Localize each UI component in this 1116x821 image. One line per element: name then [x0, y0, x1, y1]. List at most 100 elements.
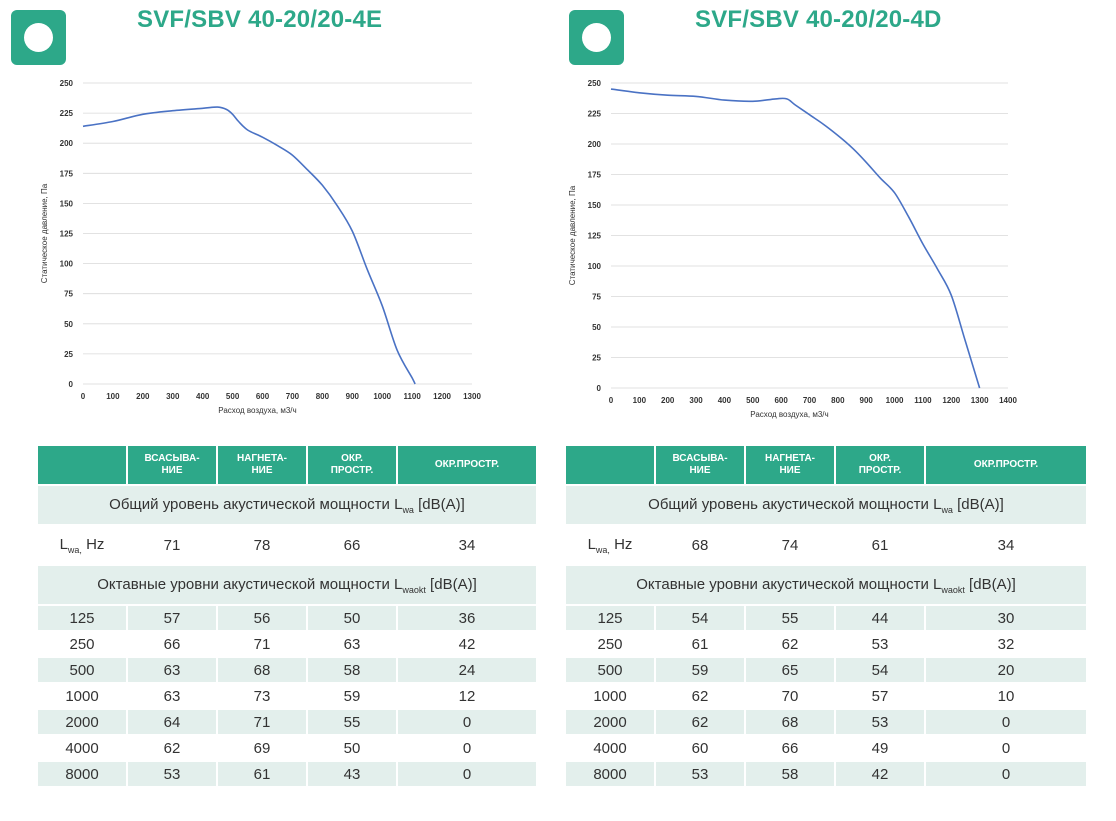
x-tick-label: 1200 — [433, 392, 451, 401]
table-row: 1000 63 73 59 12 — [38, 684, 536, 708]
y-axis-label: Статическое давление, Па — [40, 183, 49, 283]
section-title-total: Общий уровень акустической мощности Lwa … — [38, 486, 536, 524]
octave-value: 43 — [308, 762, 396, 786]
series-line — [610, 88, 981, 389]
column-header: ОКР.ПРОСТР. — [398, 446, 536, 484]
octave-value: 62 — [656, 684, 744, 708]
octave-value: 32 — [926, 632, 1086, 656]
x-tick-label: 100 — [106, 392, 120, 401]
panel-right: SVF/SBV 40-20/20-4D 0 25 50 75 100 125 150 175 2… — [558, 0, 1086, 821]
x-tick-label: 1000 — [886, 396, 904, 405]
x-tick-label: 100 — [633, 396, 647, 405]
chart-right: 0 25 50 75 100 125 150 175 200 225 250 0 100 200 300 40… — [568, 79, 1017, 419]
octave-value: 0 — [926, 762, 1086, 786]
x-tick-label: 200 — [136, 392, 150, 401]
octave-value: 58 — [308, 658, 396, 682]
octave-value: 56 — [218, 606, 306, 630]
x-tick-label: 900 — [860, 396, 874, 405]
x-tick-label: 700 — [286, 392, 300, 401]
octave-value: 62 — [656, 710, 744, 734]
octave-value: 30 — [926, 606, 1086, 630]
octave-value: 54 — [836, 658, 924, 682]
octave-frequency: 4000 — [566, 736, 654, 760]
octave-value: 53 — [128, 762, 216, 786]
x-axis-label: Расход воздуха, м3/ч — [218, 406, 296, 415]
octave-value: 0 — [398, 762, 536, 786]
x-tick-label: 500 — [746, 396, 760, 405]
octave-value: 66 — [746, 736, 834, 760]
octave-value: 63 — [128, 684, 216, 708]
table-row: 8000 53 61 43 0 — [38, 762, 536, 786]
octave-value: 61 — [218, 762, 306, 786]
octave-value: 66 — [128, 632, 216, 656]
x-tick-label: 600 — [774, 396, 788, 405]
x-tick-label: 400 — [718, 396, 732, 405]
octave-frequency: 250 — [38, 632, 126, 656]
y-tick-label: 0 — [69, 380, 74, 389]
octave-frequency: 125 — [566, 606, 654, 630]
total-value: 34 — [926, 526, 1086, 564]
y-tick-label: 250 — [588, 79, 602, 88]
octave-value: 64 — [128, 710, 216, 734]
table-row: 4000 62 69 50 0 — [38, 736, 536, 760]
octave-value: 0 — [926, 710, 1086, 734]
octave-value: 69 — [218, 736, 306, 760]
section-title-octave: Октавные уровни акустической мощности Lw… — [38, 566, 536, 604]
column-header — [38, 446, 126, 484]
y-tick-label: 150 — [60, 199, 74, 208]
octave-value: 71 — [218, 632, 306, 656]
y-tick-label: 200 — [60, 139, 74, 148]
x-tick-label: 800 — [316, 392, 330, 401]
x-axis-label: Расход воздуха, м3/ч — [750, 410, 828, 419]
octave-value: 61 — [656, 632, 744, 656]
acoustic-table-right: ВСАСЫВА- НИЕ НАГНЕТА- НИЕ ОКР. ПРОСТР. ОКР.ПРО… — [564, 444, 1088, 788]
octave-frequency: 125 — [38, 606, 126, 630]
brand-logo-icon — [11, 10, 66, 65]
octave-value: 50 — [308, 606, 396, 630]
y-tick-label: 100 — [588, 262, 602, 271]
octave-value: 42 — [836, 762, 924, 786]
table-row: 4000 60 66 49 0 — [566, 736, 1086, 760]
octave-value: 24 — [398, 658, 536, 682]
octave-value: 42 — [398, 632, 536, 656]
total-value: 74 — [746, 526, 834, 564]
octave-value: 53 — [836, 710, 924, 734]
column-header: ОКР.ПРОСТР. — [836, 446, 924, 484]
octave-value: 59 — [656, 658, 744, 682]
x-tick-label: 0 — [81, 392, 86, 401]
total-value: 66 — [308, 526, 396, 564]
series-line — [82, 106, 416, 385]
octave-frequency: 500 — [566, 658, 654, 682]
octave-frequency: 1000 — [566, 684, 654, 708]
octave-value: 60 — [656, 736, 744, 760]
x-tick-label: 600 — [256, 392, 270, 401]
x-tick-label: 500 — [226, 392, 240, 401]
panel-left: SVF/SBV 40-20/20-4E 0 25 50 75 100 125 150 175 2… — [0, 0, 536, 821]
model-title: SVF/SBV 40-20/20-4E — [137, 6, 383, 33]
table-row: 250 66 71 63 42 — [38, 632, 536, 656]
octave-value: 53 — [836, 632, 924, 656]
octave-value: 65 — [746, 658, 834, 682]
x-tick-label: 300 — [689, 396, 703, 405]
octave-value: 12 — [398, 684, 536, 708]
table-row: 500 59 65 54 20 — [566, 658, 1086, 682]
y-tick-label: 75 — [64, 290, 73, 299]
total-value: 61 — [836, 526, 924, 564]
model-title: SVF/SBV 40-20/20-4D — [695, 6, 942, 33]
octave-frequency: 2000 — [38, 710, 126, 734]
octave-frequency: 250 — [566, 632, 654, 656]
octave-value: 62 — [746, 632, 834, 656]
x-tick-label: 0 — [609, 396, 614, 405]
y-tick-label: 25 — [64, 350, 73, 359]
y-tick-label: 225 — [588, 110, 602, 119]
table-row: 500 63 68 58 24 — [38, 658, 536, 682]
octave-value: 36 — [398, 606, 536, 630]
column-header: ВСАСЫВА- НИЕ — [656, 446, 744, 484]
y-tick-label: 100 — [60, 260, 74, 269]
octave-frequency: 1000 — [38, 684, 126, 708]
x-tick-label: 300 — [166, 392, 180, 401]
x-tick-label: 1000 — [373, 392, 391, 401]
table-row: 2000 64 71 55 0 — [38, 710, 536, 734]
y-tick-label: 175 — [588, 171, 602, 180]
y-tick-label: 125 — [588, 232, 602, 241]
